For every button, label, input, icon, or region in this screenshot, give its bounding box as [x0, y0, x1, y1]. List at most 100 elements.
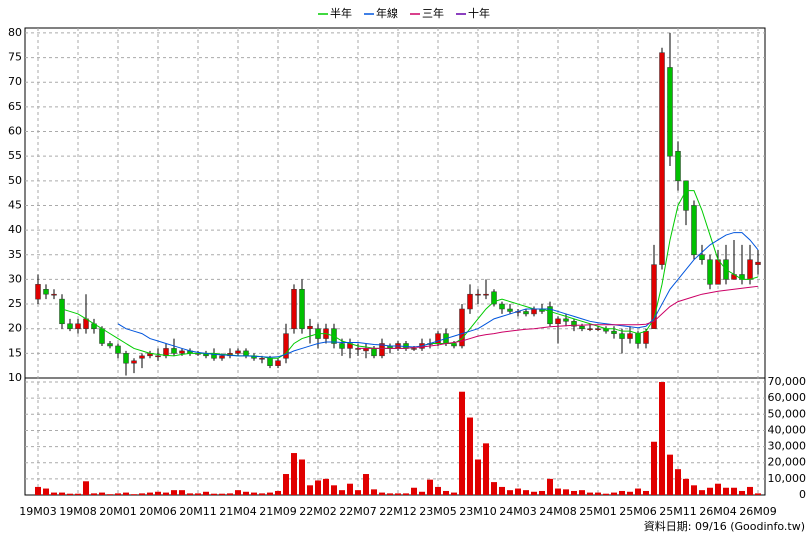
candle-body — [171, 348, 177, 354]
candle-body — [611, 330, 617, 334]
volume-bar — [443, 490, 449, 495]
candle-body — [675, 150, 681, 182]
volume-bar — [611, 492, 617, 495]
y2-tick-label: 50,000 — [768, 407, 807, 420]
x-tick-label: 20M01 — [99, 505, 137, 518]
candle-body — [683, 180, 689, 211]
y2-tick-label: 40,000 — [768, 423, 807, 436]
plot-frame — [24, 27, 766, 496]
candle-body — [467, 293, 473, 310]
y-tick-label: 60 — [8, 125, 22, 138]
volume-bar — [35, 486, 41, 495]
y2-tick-label: 0 — [799, 488, 806, 501]
volume-bar — [755, 493, 761, 495]
candle-body — [659, 52, 665, 265]
volume-bar — [659, 382, 665, 495]
x-tick-label: 21M04 — [219, 505, 257, 518]
candle-body — [283, 333, 289, 359]
volume-bar — [275, 490, 281, 495]
candle-body — [123, 353, 129, 364]
candle-body — [699, 254, 705, 260]
candle-body — [459, 308, 465, 347]
x-tick-label: 25M01 — [579, 505, 617, 518]
x-tick-label: 22M07 — [339, 505, 377, 518]
volume-bar — [59, 492, 65, 495]
volume-bar — [283, 474, 289, 495]
candle-body — [379, 343, 385, 357]
x-tick-label: 26M04 — [699, 505, 737, 518]
candle-body — [411, 348, 417, 350]
x-tick-label: 25M06 — [619, 505, 657, 518]
candle-body — [59, 298, 65, 325]
candle-body — [715, 259, 721, 285]
x-tick-label: 25M11 — [659, 505, 697, 518]
candle-body — [275, 360, 281, 366]
candle-body — [555, 318, 561, 325]
volume-bar — [107, 494, 113, 495]
volume-bar — [691, 485, 697, 495]
volume-bar — [371, 489, 377, 495]
volume-bar — [155, 491, 161, 495]
volume-bar — [243, 491, 249, 495]
candle-body — [667, 67, 673, 157]
x-tick-label: 22M12 — [379, 505, 417, 518]
x-tick-label: 21M09 — [259, 505, 297, 518]
candle-body — [755, 261, 761, 265]
y2-tick-label: 60,000 — [768, 391, 807, 404]
volume-bar — [83, 481, 89, 495]
volume-bar — [411, 487, 417, 495]
volume-bar — [163, 492, 169, 495]
candle-body — [107, 343, 113, 347]
candle-body — [339, 343, 345, 349]
volume-bar — [619, 490, 625, 495]
candle-body — [291, 289, 297, 329]
y2-tick-label: 30,000 — [768, 440, 807, 453]
legend-label: 十年 — [468, 6, 490, 20]
candle-body — [43, 289, 49, 295]
candle-body — [635, 333, 641, 344]
volume-bar — [683, 478, 689, 495]
volume-bar — [379, 492, 385, 495]
candle-body — [67, 323, 73, 329]
volume-bar — [563, 489, 569, 495]
candle-body — [307, 325, 313, 329]
volume-bar — [315, 480, 321, 495]
candle-body — [131, 360, 137, 364]
volume-bar — [699, 490, 705, 495]
candle-body — [523, 311, 529, 315]
candle-body — [179, 350, 185, 354]
volume-bar — [675, 469, 681, 495]
volume-bar — [427, 479, 433, 495]
y2-tick-label: 70,000 — [768, 375, 807, 388]
volume-bar — [707, 487, 713, 495]
x-tick-label: 20M11 — [179, 505, 217, 518]
volume-bar — [131, 494, 137, 495]
candle-body — [595, 328, 601, 330]
y-tick-label: 30 — [8, 272, 22, 285]
volume-bar — [451, 492, 457, 495]
candle-body — [747, 259, 753, 280]
volume-bar — [627, 491, 633, 495]
volume-bar — [187, 493, 193, 495]
volume-bar — [539, 490, 545, 495]
legend-label: 半年 — [330, 6, 352, 20]
candle-body — [155, 355, 161, 358]
volume-bar — [467, 417, 473, 495]
volume-bar — [723, 487, 729, 495]
legend-label: 年線 — [376, 6, 398, 20]
x-tick-label: 24M03 — [499, 505, 537, 518]
volume-bar — [651, 441, 657, 495]
volume-bar — [171, 490, 177, 495]
ma-line — [358, 285, 759, 349]
y-tick-label: 80 — [8, 26, 22, 39]
volume-bar — [739, 490, 745, 495]
volume-bar — [395, 493, 401, 495]
volume-bar — [643, 490, 649, 495]
volume-bar — [75, 493, 81, 495]
volume-bar — [267, 492, 273, 495]
y-tick-label: 75 — [8, 51, 22, 64]
y-tick-label: 50 — [8, 174, 22, 187]
volume-bar — [323, 478, 329, 495]
y-tick-label: 10 — [8, 371, 22, 384]
